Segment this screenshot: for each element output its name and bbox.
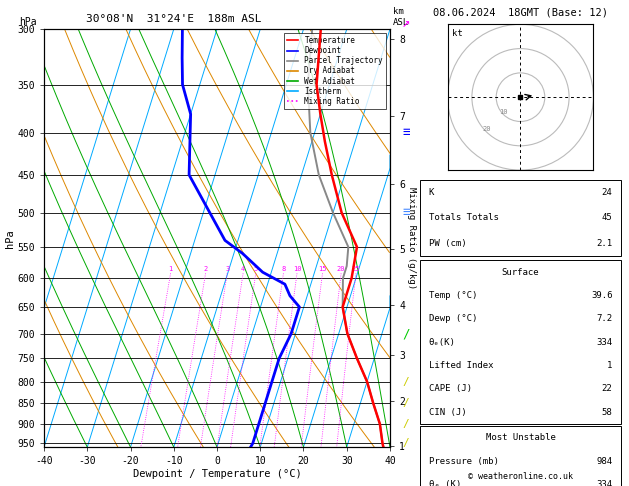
Text: ↗: ↗ <box>401 16 410 30</box>
Text: PW (cm): PW (cm) <box>428 239 466 247</box>
Text: Surface: Surface <box>502 268 539 277</box>
Text: CAPE (J): CAPE (J) <box>428 384 472 393</box>
Text: 20: 20 <box>482 126 491 132</box>
Text: 22: 22 <box>602 384 613 393</box>
Text: /: / <box>403 419 409 429</box>
Text: /: / <box>403 438 409 449</box>
Y-axis label: Mixing Ratio (g/kg): Mixing Ratio (g/kg) <box>407 187 416 289</box>
Text: 4: 4 <box>241 266 245 272</box>
X-axis label: Dewpoint / Temperature (°C): Dewpoint / Temperature (°C) <box>133 469 301 479</box>
Legend: Temperature, Dewpoint, Parcel Trajectory, Dry Adiabat, Wet Adiabat, Isotherm, Mi: Temperature, Dewpoint, Parcel Trajectory… <box>284 33 386 109</box>
Bar <box>420 260 621 424</box>
Text: /: / <box>403 377 409 386</box>
Text: 3: 3 <box>225 266 230 272</box>
Text: 58: 58 <box>602 408 613 417</box>
Text: ≡: ≡ <box>402 206 409 219</box>
Text: ≡: ≡ <box>402 126 409 139</box>
Text: 20: 20 <box>337 266 345 272</box>
Text: 8: 8 <box>281 266 286 272</box>
Text: © weatheronline.co.uk: © weatheronline.co.uk <box>468 472 573 481</box>
Text: θₑ(K): θₑ(K) <box>428 338 455 347</box>
Text: 5: 5 <box>253 266 258 272</box>
Text: 10: 10 <box>292 266 301 272</box>
Text: 334: 334 <box>596 338 613 347</box>
Text: 08.06.2024  18GMT (Base: 12): 08.06.2024 18GMT (Base: 12) <box>433 7 608 17</box>
Text: 1: 1 <box>169 266 173 272</box>
Text: Lifted Index: Lifted Index <box>428 361 493 370</box>
Text: Temp (°C): Temp (°C) <box>428 291 477 300</box>
Text: hPa: hPa <box>19 17 36 27</box>
Text: 25: 25 <box>352 266 360 272</box>
Text: 15: 15 <box>318 266 326 272</box>
Text: /: / <box>402 327 409 340</box>
Text: 2.1: 2.1 <box>596 239 613 247</box>
Y-axis label: hPa: hPa <box>4 229 14 247</box>
Text: km
ASL: km ASL <box>393 7 409 27</box>
Text: 30°08'N  31°24'E  188m ASL: 30°08'N 31°24'E 188m ASL <box>86 14 261 24</box>
Text: 7.2: 7.2 <box>596 314 613 323</box>
Text: θₑ (K): θₑ (K) <box>428 480 461 486</box>
Text: kt: kt <box>452 30 463 38</box>
Text: 24: 24 <box>602 188 613 197</box>
Text: 334: 334 <box>596 480 613 486</box>
Text: 45: 45 <box>602 213 613 222</box>
Text: 2: 2 <box>203 266 208 272</box>
Text: Dewp (°C): Dewp (°C) <box>428 314 477 323</box>
Text: /: / <box>403 399 409 408</box>
Text: 39.6: 39.6 <box>591 291 613 300</box>
Bar <box>420 426 621 486</box>
Text: 10: 10 <box>499 109 508 115</box>
Text: Most Unstable: Most Unstable <box>486 434 555 442</box>
Text: 984: 984 <box>596 457 613 466</box>
Text: CIN (J): CIN (J) <box>428 408 466 417</box>
Text: K: K <box>428 188 434 197</box>
Text: Totals Totals: Totals Totals <box>428 213 498 222</box>
Text: Pressure (mb): Pressure (mb) <box>428 457 498 466</box>
Bar <box>420 180 621 256</box>
Text: 1: 1 <box>607 361 613 370</box>
